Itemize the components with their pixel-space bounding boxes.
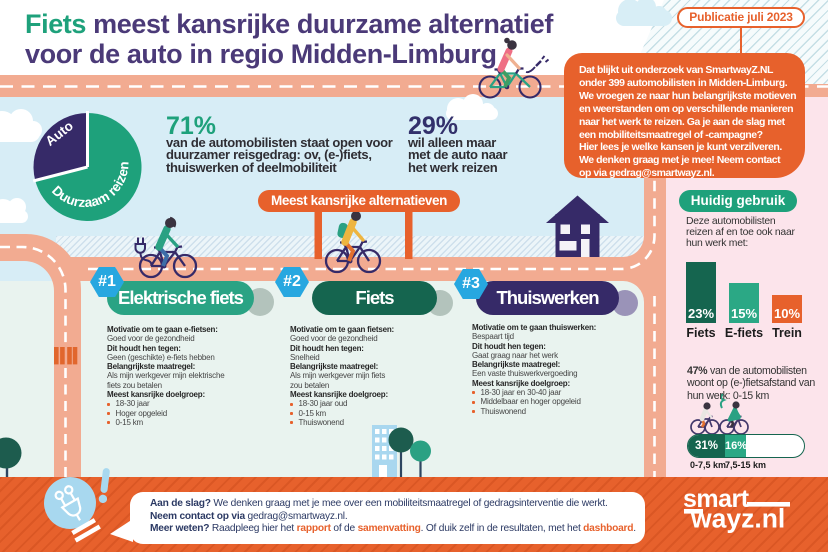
svg-text:smart: smart <box>683 485 750 513</box>
svg-text:wayz.nl: wayz.nl <box>690 504 785 534</box>
